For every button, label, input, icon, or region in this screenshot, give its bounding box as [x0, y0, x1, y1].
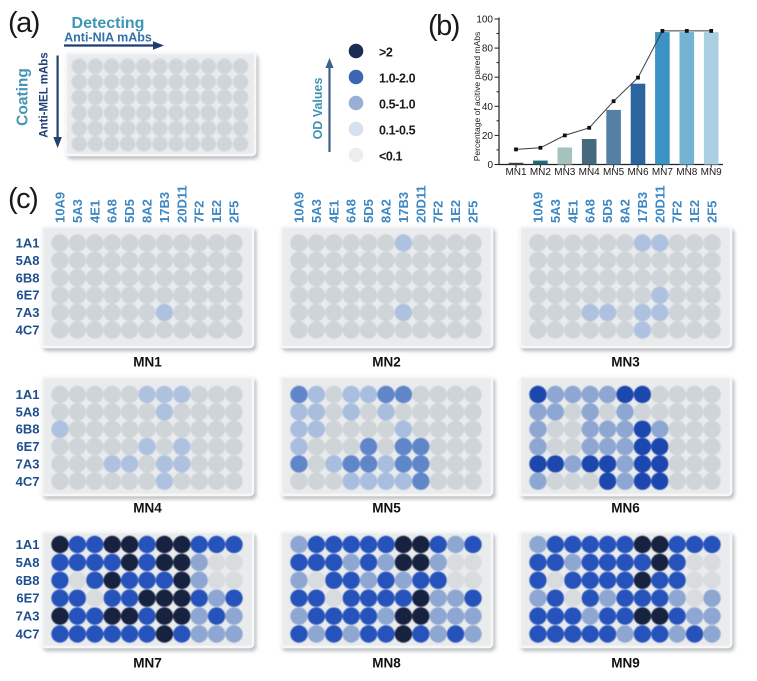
svg-text:MN5: MN5 [603, 167, 625, 178]
svg-text:MN3: MN3 [554, 167, 576, 178]
svg-text:MN8: MN8 [372, 656, 401, 671]
svg-text:20D11: 20D11 [174, 185, 189, 223]
svg-text:MN1: MN1 [505, 167, 527, 178]
svg-text:40: 40 [482, 102, 494, 113]
svg-text:1A1: 1A1 [16, 236, 40, 251]
svg-text:1A1: 1A1 [16, 387, 40, 402]
svg-text:Percentage of acitive paired m: Percentage of acitive paired mAbs [472, 32, 482, 161]
svg-text:1E2: 1E2 [448, 200, 463, 223]
svg-text:10A9: 10A9 [53, 192, 68, 223]
svg-text:6A8: 6A8 [583, 199, 598, 223]
svg-text:10A9: 10A9 [292, 192, 307, 223]
svg-text:17B3: 17B3 [635, 192, 650, 223]
svg-text:1.0-2.0: 1.0-2.0 [379, 71, 416, 85]
svg-text:5D5: 5D5 [361, 199, 376, 223]
svg-text:5D5: 5D5 [600, 199, 615, 223]
svg-text:6A8: 6A8 [105, 199, 120, 223]
svg-text:0.5-1.0: 0.5-1.0 [379, 97, 416, 111]
svg-text:4E1: 4E1 [326, 200, 341, 223]
svg-text:4E1: 4E1 [565, 200, 580, 223]
svg-text:4C7: 4C7 [16, 323, 40, 338]
svg-text:Coating: Coating [15, 68, 32, 126]
svg-text:(c): (c) [8, 183, 37, 215]
svg-text:4C7: 4C7 [16, 627, 40, 642]
svg-text:1E2: 1E2 [209, 200, 224, 223]
svg-text:7A3: 7A3 [16, 456, 40, 471]
svg-text:MN3: MN3 [611, 355, 640, 370]
svg-text:1A1: 1A1 [16, 537, 40, 552]
svg-text:2F5: 2F5 [227, 201, 242, 223]
svg-text:20D11: 20D11 [652, 185, 667, 223]
svg-text:0.1-0.5: 0.1-0.5 [379, 123, 416, 137]
svg-text:Detecting: Detecting [72, 15, 145, 32]
svg-text:MN7: MN7 [133, 656, 162, 671]
svg-text:MN9: MN9 [611, 656, 640, 671]
svg-text:17B3: 17B3 [157, 192, 172, 223]
svg-text:6A8: 6A8 [344, 199, 359, 223]
svg-text:MN9: MN9 [701, 167, 723, 178]
svg-text:5A8: 5A8 [16, 555, 40, 570]
svg-text:8A2: 8A2 [618, 199, 633, 223]
svg-text:6E7: 6E7 [16, 591, 39, 606]
svg-text:6B8: 6B8 [16, 270, 40, 285]
svg-text:>2: >2 [379, 45, 393, 59]
svg-text:5A8: 5A8 [16, 253, 40, 268]
svg-text:4E1: 4E1 [87, 200, 102, 223]
svg-text:MN1: MN1 [133, 355, 162, 370]
svg-text:1E2: 1E2 [687, 200, 702, 223]
svg-text:MN2: MN2 [372, 355, 401, 370]
svg-text:5A8: 5A8 [16, 404, 40, 419]
svg-text:6E7: 6E7 [16, 288, 39, 303]
svg-text:Anti-MEL mAbs: Anti-MEL mAbs [39, 52, 51, 137]
svg-text:(a): (a) [8, 7, 39, 39]
svg-text:MN6: MN6 [611, 501, 640, 516]
svg-text:MN5: MN5 [372, 501, 401, 516]
svg-text:17B3: 17B3 [396, 192, 411, 223]
svg-text:7A3: 7A3 [16, 609, 40, 624]
svg-text:8A2: 8A2 [379, 199, 394, 223]
svg-text:6E7: 6E7 [16, 439, 39, 454]
svg-text:MN4: MN4 [579, 167, 601, 178]
svg-text:5D5: 5D5 [122, 199, 137, 223]
svg-text:6B8: 6B8 [16, 422, 40, 437]
svg-text:5A3: 5A3 [548, 199, 563, 223]
svg-text:0: 0 [487, 160, 493, 171]
svg-text:4C7: 4C7 [16, 474, 40, 489]
svg-text:MN8: MN8 [676, 167, 698, 178]
svg-text:<0.1: <0.1 [379, 149, 403, 163]
svg-text:7F2: 7F2 [192, 201, 207, 223]
svg-text:8A2: 8A2 [140, 199, 155, 223]
svg-text:80: 80 [482, 44, 494, 55]
svg-text:2F5: 2F5 [466, 201, 481, 223]
svg-text:5A3: 5A3 [70, 199, 85, 223]
svg-text:OD Values: OD Values [311, 78, 325, 140]
svg-text:7F2: 7F2 [431, 201, 446, 223]
svg-text:5A3: 5A3 [309, 199, 324, 223]
svg-text:10A9: 10A9 [531, 192, 546, 223]
svg-text:7F2: 7F2 [670, 201, 685, 223]
svg-text:MN4: MN4 [133, 501, 162, 516]
svg-text:MN6: MN6 [627, 167, 649, 178]
svg-text:20D11: 20D11 [413, 185, 428, 223]
svg-text:20: 20 [482, 131, 494, 142]
svg-text:2F5: 2F5 [705, 201, 720, 223]
svg-text:MN2: MN2 [530, 167, 552, 178]
svg-text:Anti-NIA mAbs: Anti-NIA mAbs [64, 31, 152, 45]
svg-text:(b): (b) [428, 10, 459, 42]
svg-text:60: 60 [482, 73, 494, 84]
svg-text:6B8: 6B8 [16, 573, 40, 588]
svg-text:100: 100 [476, 15, 493, 26]
svg-text:MN7: MN7 [652, 167, 674, 178]
svg-text:7A3: 7A3 [16, 305, 40, 320]
